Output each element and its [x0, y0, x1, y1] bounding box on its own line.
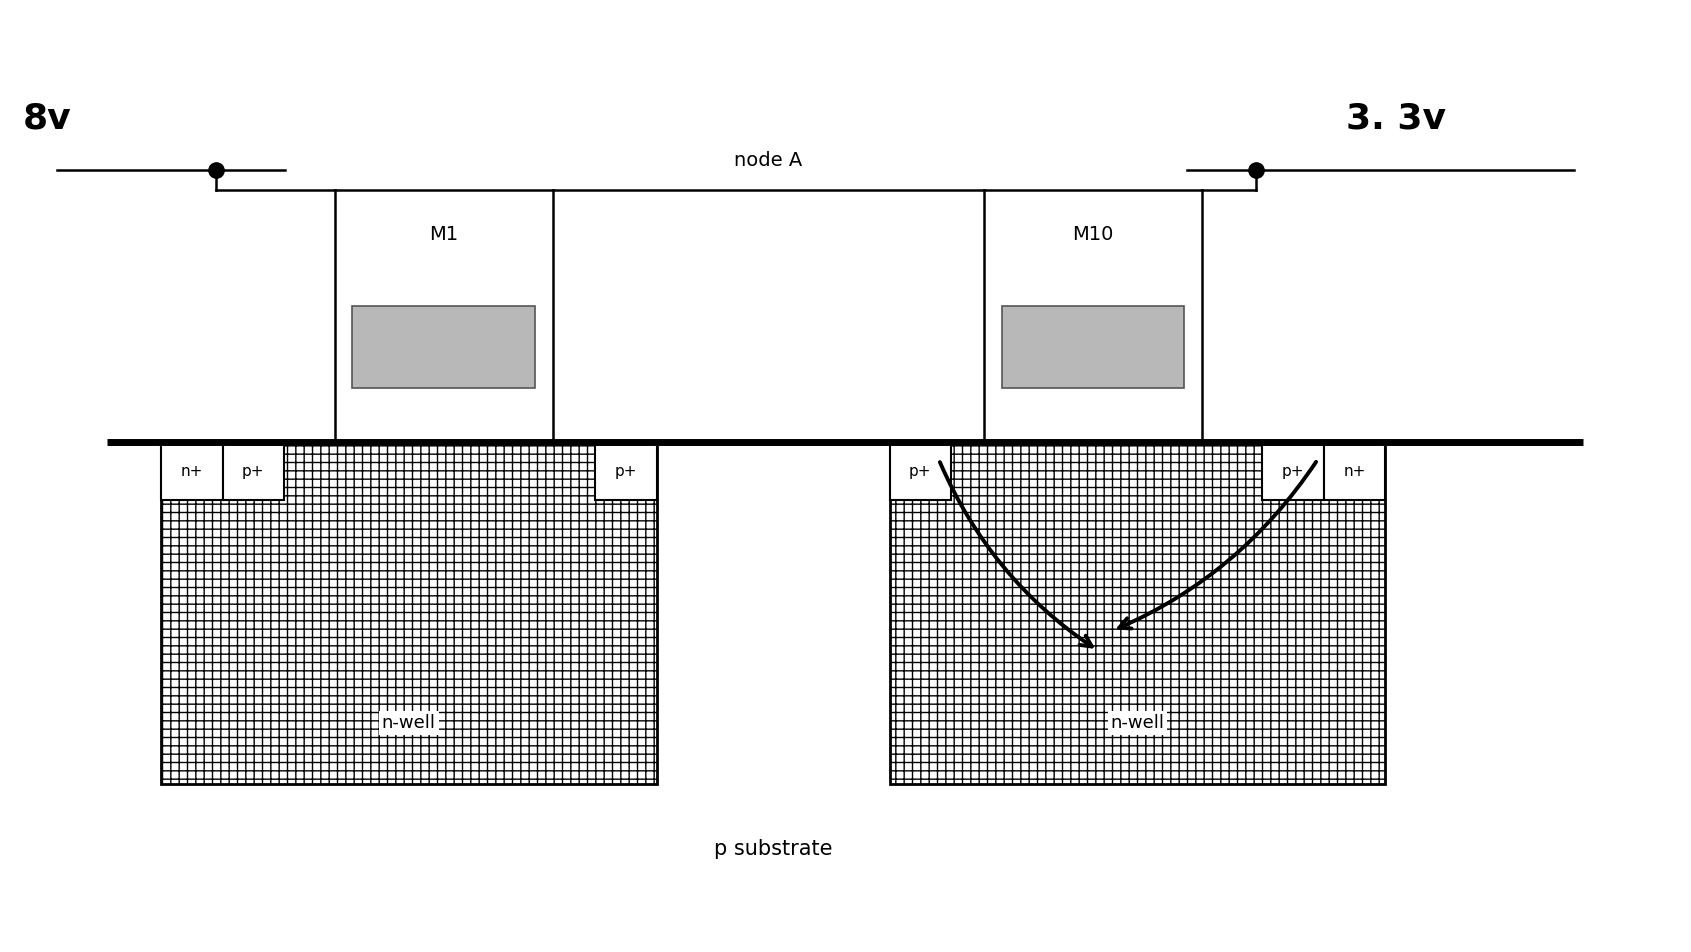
Text: p substrate: p substrate — [714, 839, 832, 859]
Bar — [1261, 443, 1324, 500]
Text: p+: p+ — [242, 464, 264, 479]
Bar — [1001, 307, 1184, 387]
Text: p+: p+ — [1282, 464, 1304, 479]
Text: n-well: n-well — [382, 714, 436, 732]
Text: p+: p+ — [910, 464, 932, 479]
Text: 3. 3v: 3. 3v — [1346, 101, 1446, 135]
Text: n+: n+ — [1343, 464, 1366, 479]
Bar — [161, 443, 223, 500]
Text: n-well: n-well — [1111, 714, 1165, 732]
Bar — [595, 443, 656, 500]
Text: node A: node A — [734, 150, 802, 169]
Bar — [352, 307, 534, 387]
Bar — [1324, 443, 1385, 500]
Bar — [223, 443, 284, 500]
Text: p+: p+ — [616, 464, 638, 479]
Bar — [889, 443, 950, 500]
Text: 8v: 8v — [22, 101, 71, 135]
Text: n+: n+ — [181, 464, 203, 479]
Text: M1: M1 — [430, 225, 458, 244]
Text: M10: M10 — [1072, 225, 1113, 244]
Bar — [889, 443, 1385, 784]
Bar — [161, 443, 656, 784]
